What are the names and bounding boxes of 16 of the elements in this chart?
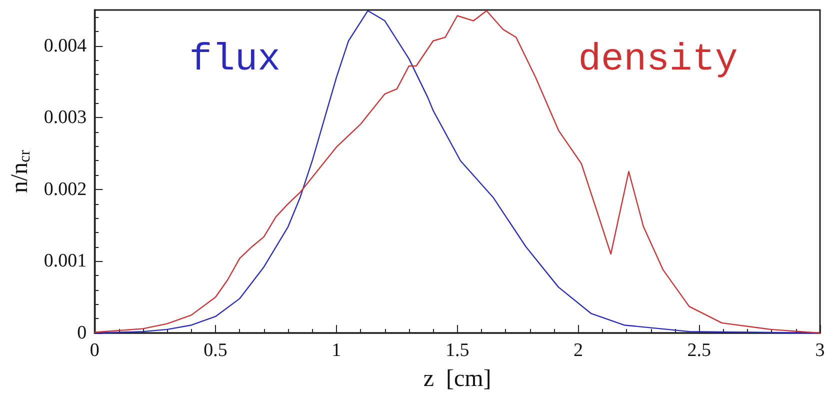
y-tick-label: 0.002 xyxy=(44,178,87,200)
x-tick-label: 3 xyxy=(815,340,825,361)
x-tick-label: 0.5 xyxy=(204,340,228,361)
y-tick-label: 0 xyxy=(77,322,87,344)
line-series xyxy=(94,10,821,334)
series-label: flux xyxy=(189,38,280,82)
x-axis-title: z [cm] xyxy=(423,366,492,392)
series-label: density xyxy=(578,38,738,82)
y-axis-title: n/ncr xyxy=(7,149,34,194)
x-tick-label: 1 xyxy=(332,340,342,361)
y-tick-label: 0.003 xyxy=(44,107,87,128)
y-tick-label: 0.001 xyxy=(44,250,87,272)
x-tick-label: 2.5 xyxy=(687,340,711,361)
x-tick-label: 2 xyxy=(573,340,583,361)
y-tick-label: 0.004 xyxy=(44,35,88,56)
x-tick-label: 1.5 xyxy=(445,340,470,361)
